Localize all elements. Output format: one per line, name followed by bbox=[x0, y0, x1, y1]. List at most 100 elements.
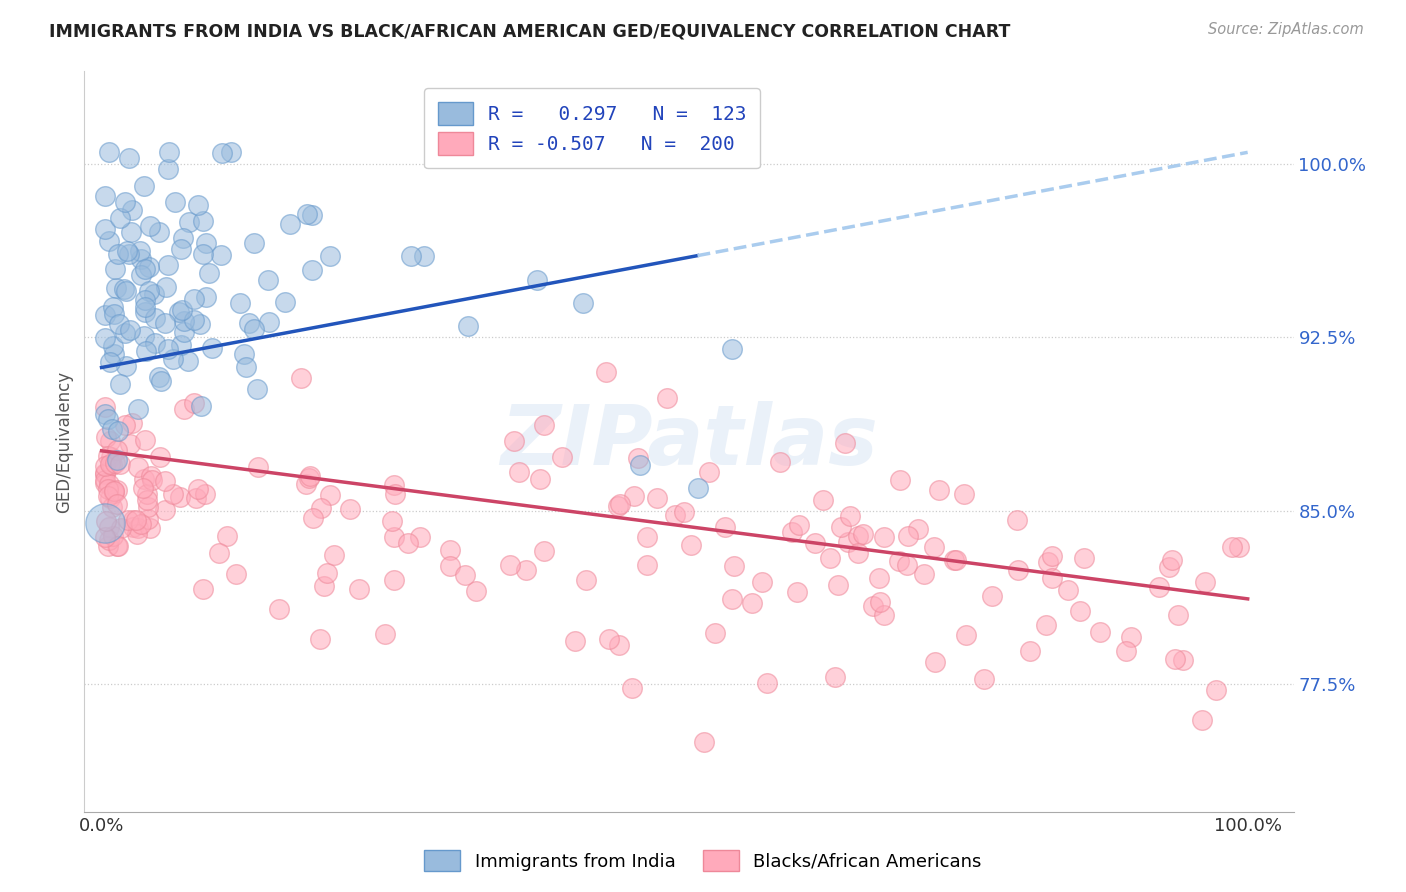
Point bbox=[114, 326, 136, 340]
Point bbox=[105, 452, 128, 467]
Point bbox=[257, 315, 280, 329]
Point bbox=[606, 499, 628, 513]
Point bbox=[780, 524, 803, 539]
Point bbox=[108, 211, 131, 226]
Point bbox=[1173, 653, 1195, 667]
Point bbox=[928, 483, 950, 497]
Point bbox=[319, 488, 342, 502]
Point bbox=[873, 608, 896, 623]
Point bbox=[1159, 559, 1181, 574]
Point bbox=[194, 487, 217, 501]
Point bbox=[97, 539, 120, 553]
Point bbox=[298, 471, 321, 485]
Point bbox=[94, 474, 117, 488]
Point bbox=[294, 476, 316, 491]
Point bbox=[508, 465, 530, 479]
Point bbox=[868, 571, 890, 585]
Point bbox=[120, 226, 142, 240]
Point bbox=[382, 530, 405, 544]
Point bbox=[134, 262, 156, 277]
Point bbox=[627, 450, 650, 465]
Point bbox=[247, 460, 270, 475]
Point bbox=[183, 292, 205, 306]
Point bbox=[122, 520, 145, 534]
Point bbox=[339, 502, 361, 516]
Point bbox=[609, 496, 631, 510]
Point bbox=[169, 242, 191, 256]
Point bbox=[169, 490, 191, 504]
Legend: R =   0.297   N =  123, R = -0.507   N =  200: R = 0.297 N = 123, R = -0.507 N = 200 bbox=[425, 88, 761, 169]
Point bbox=[107, 483, 129, 497]
Point bbox=[94, 407, 117, 421]
Point bbox=[769, 455, 792, 469]
Point bbox=[316, 566, 339, 580]
Point bbox=[110, 521, 132, 535]
Point bbox=[97, 145, 120, 160]
Point bbox=[945, 553, 967, 567]
Point bbox=[118, 437, 141, 451]
Point bbox=[94, 188, 117, 202]
Point bbox=[692, 735, 714, 749]
Point bbox=[907, 522, 929, 536]
Point bbox=[575, 573, 598, 587]
Point bbox=[104, 262, 127, 277]
Point bbox=[100, 450, 122, 464]
Point bbox=[170, 303, 193, 318]
Point bbox=[107, 425, 129, 439]
Point bbox=[103, 484, 125, 499]
Point bbox=[191, 214, 214, 228]
Point bbox=[298, 468, 321, 483]
Point bbox=[195, 290, 218, 304]
Point bbox=[108, 458, 131, 472]
Point bbox=[190, 400, 212, 414]
Point bbox=[94, 400, 117, 414]
Point bbox=[1036, 555, 1059, 569]
Point bbox=[309, 501, 332, 516]
Point bbox=[457, 318, 479, 333]
Point bbox=[973, 672, 995, 686]
Point bbox=[225, 567, 247, 582]
Point bbox=[117, 513, 139, 527]
Point bbox=[94, 476, 117, 491]
Point bbox=[673, 505, 696, 519]
Point bbox=[862, 599, 884, 614]
Point bbox=[97, 235, 120, 249]
Point bbox=[301, 208, 323, 222]
Point bbox=[721, 591, 744, 606]
Point bbox=[195, 235, 218, 250]
Point bbox=[118, 247, 141, 261]
Point bbox=[839, 508, 862, 523]
Point bbox=[238, 316, 260, 330]
Point bbox=[97, 450, 120, 464]
Point bbox=[830, 520, 852, 534]
Point bbox=[163, 195, 186, 210]
Point bbox=[564, 633, 586, 648]
Point bbox=[149, 450, 172, 465]
Point bbox=[1005, 513, 1028, 527]
Point bbox=[896, 558, 918, 573]
Point bbox=[132, 481, 155, 495]
Point bbox=[94, 530, 117, 544]
Point bbox=[955, 628, 977, 642]
Point bbox=[290, 370, 312, 384]
Point bbox=[274, 294, 297, 309]
Point bbox=[804, 536, 827, 550]
Point bbox=[818, 550, 841, 565]
Point bbox=[155, 280, 177, 294]
Point bbox=[897, 529, 920, 543]
Point bbox=[177, 354, 200, 368]
Point bbox=[134, 433, 156, 447]
Point bbox=[143, 286, 166, 301]
Point bbox=[134, 328, 156, 343]
Point bbox=[135, 344, 157, 359]
Point bbox=[408, 531, 430, 545]
Point bbox=[208, 546, 231, 560]
Point bbox=[129, 244, 152, 258]
Point bbox=[104, 456, 127, 470]
Point bbox=[118, 151, 141, 165]
Point bbox=[198, 266, 221, 280]
Point bbox=[852, 526, 875, 541]
Point bbox=[620, 681, 643, 696]
Point bbox=[143, 335, 166, 350]
Point bbox=[105, 497, 128, 511]
